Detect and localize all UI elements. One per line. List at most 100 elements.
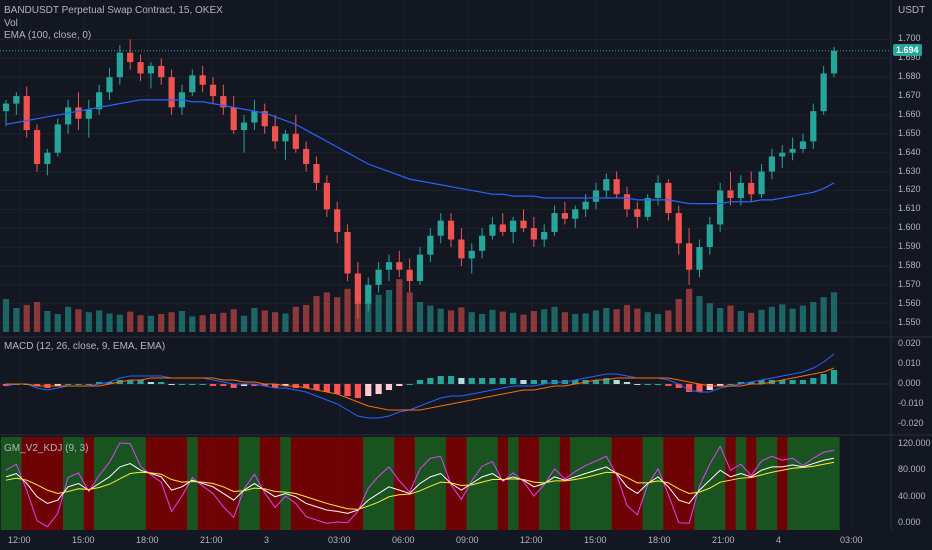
candle-body (54, 124, 61, 153)
kdj-regime-band (528, 437, 540, 530)
candle-body (613, 179, 620, 195)
kdj-regime-band (632, 437, 644, 530)
macd-histogram-bar (789, 380, 796, 384)
candle-body (489, 224, 496, 236)
macd-histogram-bar (830, 370, 838, 384)
macd-histogram-bar (54, 384, 61, 386)
kdj-tick: 80.000 (898, 464, 926, 475)
candle-body (85, 109, 92, 119)
volume-bar (261, 310, 268, 332)
candle-body (168, 77, 175, 108)
ema-label: EMA (100, close, 0) (4, 30, 92, 41)
candle-body (654, 182, 662, 198)
macd-histogram-bar (810, 378, 817, 384)
macd-histogram-bar (510, 378, 517, 384)
volume-bar (23, 305, 30, 332)
volume-bar (830, 292, 838, 332)
volume-bar (64, 306, 72, 332)
candle-body (665, 182, 672, 214)
candle-body (344, 231, 351, 274)
macd-histogram-bar (261, 384, 268, 386)
kdj-label: GM_V2_KDJ (9, 3) (4, 443, 89, 454)
volume-bar (75, 309, 82, 332)
volume-bar (779, 304, 786, 332)
candle-body (220, 96, 227, 108)
candle-body (375, 269, 382, 285)
kdj-regime-band (590, 437, 602, 530)
candle-body (13, 96, 20, 104)
volume-bar (106, 313, 113, 332)
macd-histogram-bar (230, 384, 237, 388)
macd-histogram-bar (685, 384, 693, 392)
price-tick: 1.670 (898, 90, 921, 101)
volume-bar (365, 299, 372, 332)
volume-bar (489, 309, 496, 332)
volume-bar (85, 312, 92, 332)
volume-bar (685, 288, 693, 332)
volume-bar (478, 314, 486, 332)
candle-body (779, 152, 786, 157)
candle-body (106, 77, 113, 93)
kdj-regime-band (621, 437, 633, 530)
candle-body (365, 284, 372, 304)
kdj-regime-band (601, 437, 612, 530)
macd-histogram-bar (592, 380, 600, 384)
volume-bar (530, 311, 537, 332)
candle-body (820, 73, 827, 112)
candle-body (499, 224, 506, 232)
candle-body (520, 220, 527, 229)
kdj-regime-band (694, 437, 706, 530)
kdj-regime-band (818, 437, 830, 530)
time-tick: 03:00 (328, 535, 351, 545)
macd-histogram-bar (696, 384, 703, 392)
macd-histogram-bar (75, 384, 82, 385)
kdj-regime-band (394, 437, 405, 530)
price-tick: 1.640 (898, 146, 921, 157)
macd-histogram-bar (468, 378, 475, 384)
ema-line (5, 99, 835, 205)
price-tick: 1.630 (898, 165, 921, 176)
macd-histogram-bar (717, 384, 724, 386)
candle-body (261, 111, 268, 127)
volume-bar (158, 314, 165, 332)
time-tick: 03:00 (840, 535, 863, 545)
volume-label: Vol (4, 18, 18, 29)
macd-tick: 0.000 (898, 378, 921, 388)
time-tick: 15:00 (72, 535, 95, 545)
kdj-regime-band (404, 437, 416, 530)
volume-bar (313, 296, 320, 332)
price-tick: 1.680 (898, 71, 921, 82)
kdj-regime-band (683, 437, 695, 530)
candle-body (189, 75, 196, 93)
time-tick: 21:00 (712, 535, 735, 545)
kdj-tick: 0.000 (898, 517, 921, 528)
kdj-regime-band (332, 437, 343, 530)
time-tick: 15:00 (584, 535, 607, 545)
macd-histogram-bar (303, 384, 310, 388)
volume-bar (54, 314, 61, 332)
candle-body (675, 213, 682, 244)
kdj-regime-band (373, 437, 385, 530)
macd-histogram-bar (168, 384, 175, 385)
volume-bar (427, 305, 434, 332)
kdj-regime-band (31, 437, 43, 530)
kdj-regime-band (166, 437, 178, 530)
candle-body (478, 235, 486, 251)
kdj-regime-band (42, 437, 54, 530)
candle-body (768, 156, 776, 172)
macd-histogram-bar (344, 384, 351, 396)
kdj-regime-band (652, 437, 664, 530)
macd-histogram-bar (665, 384, 672, 386)
kdj-regime-band (125, 437, 136, 530)
volume-bar (147, 315, 155, 332)
volume-bar (499, 311, 506, 332)
kdj-regime-band (559, 437, 571, 530)
macd-histogram-bar (541, 380, 548, 384)
macd-histogram-bar (209, 384, 217, 386)
kdj-regime-band (735, 437, 747, 530)
candle-body (116, 52, 123, 78)
macd-histogram-bar (520, 380, 527, 384)
volume-bar (33, 302, 41, 332)
kdj-regime-band (704, 437, 716, 530)
